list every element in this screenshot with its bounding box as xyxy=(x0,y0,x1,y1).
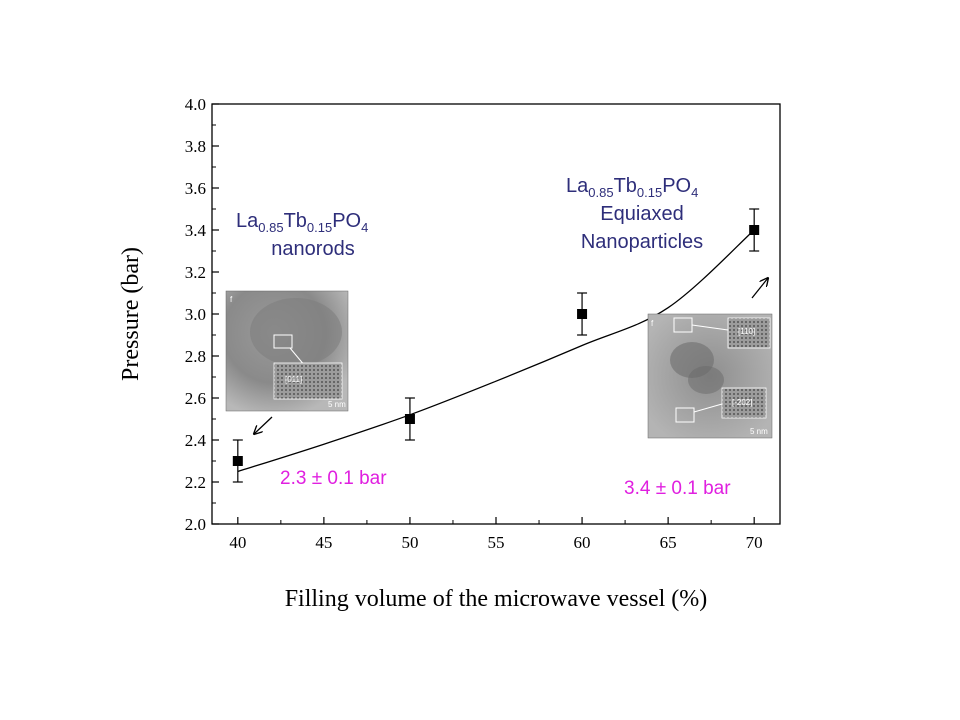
x-tick-label: 40 xyxy=(229,533,246,552)
x-axis-title: Filling volume of the microwave vessel (… xyxy=(285,586,708,612)
y-tick-label: 2.8 xyxy=(185,347,206,366)
left-inset-panel-letter: f xyxy=(230,295,233,304)
left-morphology-label: nanorods xyxy=(271,238,354,260)
right-inset-highlight-box-2 xyxy=(675,407,695,423)
right-pressure-label: 3.4 ± 0.1 bar xyxy=(624,478,731,499)
data-point xyxy=(577,309,588,319)
y-tick-label: 3.2 xyxy=(185,263,206,282)
data-points xyxy=(232,208,760,483)
left-inset-scale-label: 5 nm xyxy=(328,400,346,409)
y-tick-label: 2.4 xyxy=(185,431,207,450)
x-tick-label: 55 xyxy=(488,533,505,552)
right-tem-inset: f [110] [-202] 5 nm xyxy=(647,313,773,439)
x-tick-label: 65 xyxy=(660,533,677,552)
left-arrow xyxy=(254,416,273,434)
y-axis-title: Pressure (bar) xyxy=(118,247,144,381)
y-tick-label: 3.8 xyxy=(185,137,206,156)
data-point xyxy=(232,456,243,466)
y-tick-label: 2.2 xyxy=(185,473,206,492)
left-inset-lattice-zoom xyxy=(273,362,343,400)
data-point xyxy=(749,225,760,235)
y-tick-label: 2.6 xyxy=(185,389,206,408)
right-arrow xyxy=(751,278,768,299)
right-morphology-label-2: Nanoparticles xyxy=(581,231,703,253)
left-pressure-label: 2.3 ± 0.1 bar xyxy=(280,468,387,489)
right-inset-lattice-zoom-1 xyxy=(727,317,771,349)
right-inset-lattice-label-1: [110] xyxy=(738,327,755,336)
left-inset-lattice-label: [011] xyxy=(285,375,302,384)
y-axis-ticks: 2.0 2.2 2.4 2.6 2.8 3.0 3.2 3.4 3.6 3.8 4.0 xyxy=(185,95,219,534)
right-morphology-label-1: Equiaxed xyxy=(600,203,683,225)
right-compound-label: La0.85Tb0.15PO4 xyxy=(566,175,698,200)
y-tick-label: 4.0 xyxy=(185,95,206,114)
right-inset-lattice-label-2: [-202] xyxy=(732,398,752,407)
y-tick-label: 3.4 xyxy=(185,221,207,240)
y-tick-label: 2.0 xyxy=(185,515,206,534)
fit-curve xyxy=(237,229,755,473)
y-tick-label: 3.6 xyxy=(185,179,206,198)
left-compound-label: La0.85Tb0.15PO4 xyxy=(236,210,368,235)
x-tick-label: 50 xyxy=(401,533,418,552)
x-tick-label: 60 xyxy=(574,533,591,552)
left-inset-highlight-box xyxy=(273,334,293,349)
data-point xyxy=(404,414,415,424)
right-inset-panel-letter: f xyxy=(651,319,654,328)
y-tick-label: 3.0 xyxy=(185,305,206,324)
right-inset-scale-label: 5 nm xyxy=(750,427,768,436)
x-axis-ticks: 40 45 50 55 60 65 70 xyxy=(229,517,763,552)
x-tick-label: 45 xyxy=(315,533,332,552)
x-tick-label: 70 xyxy=(746,533,763,552)
left-tem-inset: f [011] 5 nm xyxy=(225,290,349,412)
right-inset-lattice-zoom-2 xyxy=(721,387,767,419)
